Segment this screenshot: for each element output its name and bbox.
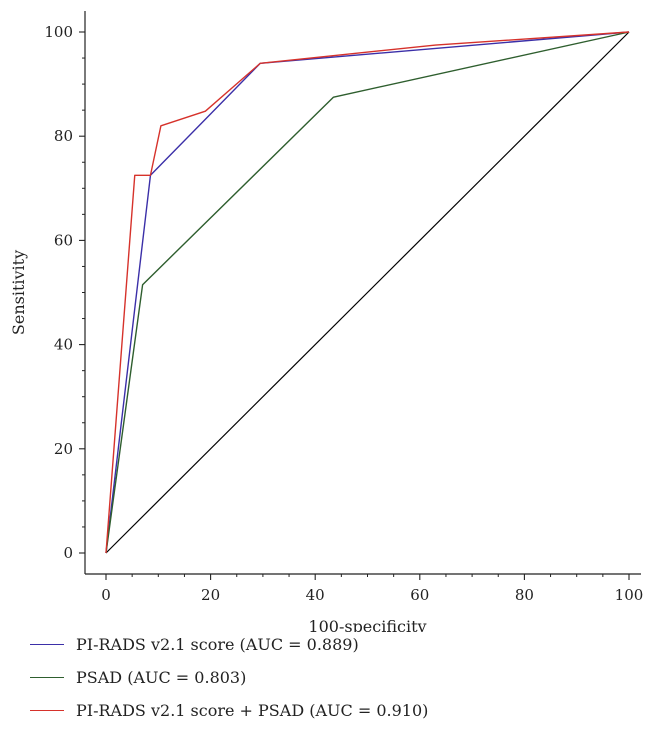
legend-item: PI-RADS v2.1 score + PSAD (AUC = 0.910)	[30, 700, 428, 720]
legend-item: PSAD (AUC = 0.803)	[30, 667, 246, 687]
x-tick-label: 40	[306, 586, 325, 604]
axes	[84, 11, 641, 575]
x-tick-label: 80	[515, 586, 534, 604]
y-tick-label: 80	[54, 127, 73, 145]
reference-line	[105, 31, 630, 554]
y-tick-label: 60	[54, 231, 73, 249]
y-tick-label: 0	[63, 544, 73, 562]
series-line-3	[105, 31, 630, 554]
x-tick-label: 0	[101, 586, 111, 604]
legend-label: PSAD (AUC = 0.803)	[76, 667, 247, 687]
series-lines	[105, 31, 630, 554]
x-tick-label: 20	[201, 586, 220, 604]
legend-label: PI-RADS v2.1 score + PSAD (AUC = 0.910)	[76, 700, 429, 720]
y-tick-label: 20	[54, 440, 73, 458]
x-tick-label: 60	[410, 586, 429, 604]
legend-swatch	[30, 709, 64, 711]
legend-swatch	[30, 676, 64, 678]
legend-swatch	[30, 643, 64, 645]
roc-chart: 0 20 40 60 80 100 0 20 40 60 80 100 100-specificity…	[9, 11, 643, 632]
y-tick-label: 40	[54, 336, 73, 354]
x-axis-title: 100-specificity	[308, 617, 426, 632]
legend-item: PI-RADS v2.1 score (AUC = 0.889)	[30, 634, 359, 654]
y-tick-label: 100	[44, 23, 73, 41]
y-axis-title: Sensitivity	[9, 250, 28, 335]
legend-label: PI-RADS v2.1 score (AUC = 0.889)	[76, 634, 359, 654]
series-line-2	[105, 31, 630, 554]
x-tick-label: 100	[615, 586, 644, 604]
series-line-1	[105, 31, 630, 554]
reference-diagonal	[105, 31, 630, 554]
ticks: 0 20 40 60 80 100 0 20 40 60 80 100	[44, 23, 643, 604]
